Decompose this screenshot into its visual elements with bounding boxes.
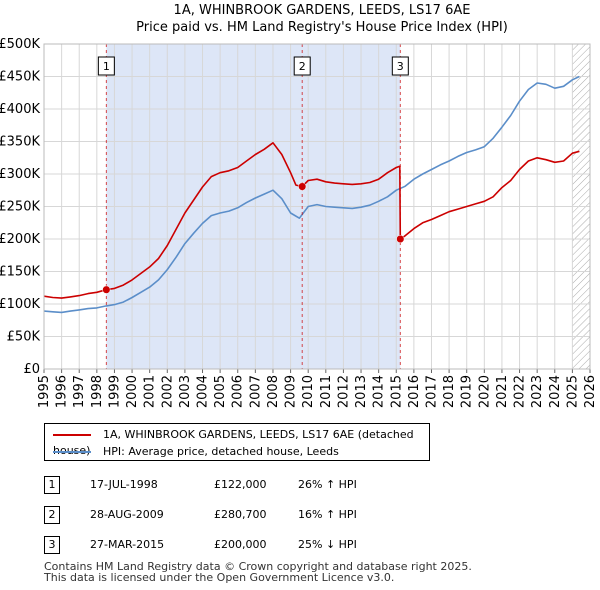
legend: 1A, WHINBROOK GARDENS, LEEDS, LS17 6AE (…: [44, 423, 430, 461]
x-tick-label: 2022: [513, 375, 528, 408]
x-tick-label: 2018: [442, 375, 457, 408]
footer-licence: This data is licensed under the Open Gov…: [44, 571, 395, 584]
x-tick-label: 2005: [213, 375, 228, 408]
transaction-price: £200,000: [214, 538, 267, 551]
x-tick-label: 1998: [90, 375, 105, 408]
x-tick-label: 2011: [319, 375, 334, 408]
y-tick-label: £0: [23, 362, 40, 377]
transaction-date: 27-MAR-2015: [90, 538, 165, 551]
transaction-hpi-diff: 26% ↑ HPI: [298, 478, 357, 491]
marker-label-box: [391, 56, 409, 76]
transaction-badge: 2: [44, 506, 60, 524]
x-tick-label: 2021: [495, 375, 510, 408]
table-row: 2 28-AUG-2009 £280,700 16% ↑ HPI: [44, 506, 444, 526]
x-tick-label: 2000: [125, 375, 140, 408]
series-line-hpi: [44, 75, 580, 314]
y-tick-label: £200K: [0, 232, 40, 247]
x-tick-label: 2006: [231, 375, 246, 408]
x-tick-label: 2002: [160, 375, 175, 408]
footer: Contains HM Land Registry data © Crown c…: [44, 561, 472, 583]
sale-point: [396, 234, 405, 244]
x-tick-label: 1999: [107, 375, 122, 408]
y-tick-label: £500K: [0, 37, 40, 52]
y-tick-label: £150K: [0, 265, 40, 280]
marker-label: 2: [299, 60, 306, 73]
legend-label-hpi: HPI: Average price, detached house, Leed…: [103, 445, 339, 458]
chart-title: 1A, WHINBROOK GARDENS, LEEDS, LS17 6AE: [174, 3, 471, 18]
x-tick-label: 2016: [407, 375, 422, 408]
x-tick-label: 2017: [424, 375, 439, 408]
y-tick-label: £250K: [0, 200, 40, 215]
transaction-price: £122,000: [214, 478, 267, 491]
x-tick-label: 2026: [583, 375, 598, 408]
price-chart: 1A, WHINBROOK GARDENS, LEEDS, LS17 6AE P…: [0, 3, 598, 408]
transaction-badge: 1: [44, 476, 60, 494]
x-tick-label: 2003: [178, 375, 193, 408]
transaction-date: 28-AUG-2009: [90, 508, 164, 521]
x-tick-label: 2020: [477, 375, 492, 408]
x-tick-label: 2019: [460, 375, 475, 408]
transaction-badge: 3: [44, 536, 60, 554]
chart-subtitle: Price paid vs. HM Land Registry's House …: [136, 20, 508, 35]
sale-point: [298, 182, 307, 191]
transaction-hpi-diff: 16% ↑ HPI: [298, 508, 357, 521]
series-line-property: [44, 142, 580, 299]
legend-item-hpi: HPI: Average price, detached house, Leed…: [53, 444, 339, 460]
x-tick-label: 1996: [55, 375, 70, 408]
y-tick-label: £400K: [0, 102, 40, 117]
y-tick-label: £300K: [0, 167, 40, 182]
plot-frame: [43, 43, 591, 370]
x-tick-label: 2012: [336, 375, 351, 408]
transaction-date: 17-JUL-1998: [90, 478, 158, 491]
table-row: 3 27-MAR-2015 £200,000 25% ↓ HPI: [44, 536, 444, 556]
marker-label: 3: [397, 60, 404, 73]
y-tick-label: £450K: [0, 70, 40, 85]
x-tick-label: 1995: [37, 375, 52, 408]
marker-label-box: [293, 56, 311, 76]
x-tick-label: 2009: [284, 375, 299, 408]
y-tick-label: £100K: [0, 297, 40, 312]
x-tick-label: 2008: [266, 375, 281, 408]
x-tick-label: 2004: [196, 375, 211, 408]
x-tick-label: 2001: [143, 375, 158, 408]
marker-label-box: [97, 56, 115, 76]
x-tick-label: 2025: [565, 375, 580, 408]
x-tick-label: 2015: [389, 375, 404, 408]
x-tick-label: 2023: [530, 375, 545, 408]
y-tick-label: £50K: [7, 330, 41, 345]
x-tick-label: 2014: [372, 375, 387, 408]
transaction-hpi-diff: 25% ↓ HPI: [298, 538, 357, 551]
footer-copyright: Contains HM Land Registry data © Crown c…: [44, 560, 472, 573]
marker-label: 1: [103, 60, 110, 73]
legend-line-red: [53, 434, 91, 436]
legend-item-property: 1A, WHINBROOK GARDENS, LEEDS, LS17 6AE (…: [53, 427, 429, 457]
y-tick-label: £350K: [0, 135, 40, 150]
table-row: 1 17-JUL-1998 £122,000 26% ↑ HPI: [44, 476, 444, 496]
x-tick-label: 1997: [72, 375, 87, 408]
x-tick-label: 2010: [301, 375, 316, 408]
sale-point: [102, 285, 111, 294]
legend-label-property: 1A, WHINBROOK GARDENS, LEEDS, LS17 6AE (…: [53, 428, 414, 457]
transaction-price: £280,700: [214, 508, 267, 521]
legend-line-blue: [53, 451, 91, 453]
x-tick-label: 2007: [248, 375, 263, 408]
x-tick-label: 2013: [354, 375, 369, 408]
x-tick-label: 2024: [548, 375, 563, 408]
